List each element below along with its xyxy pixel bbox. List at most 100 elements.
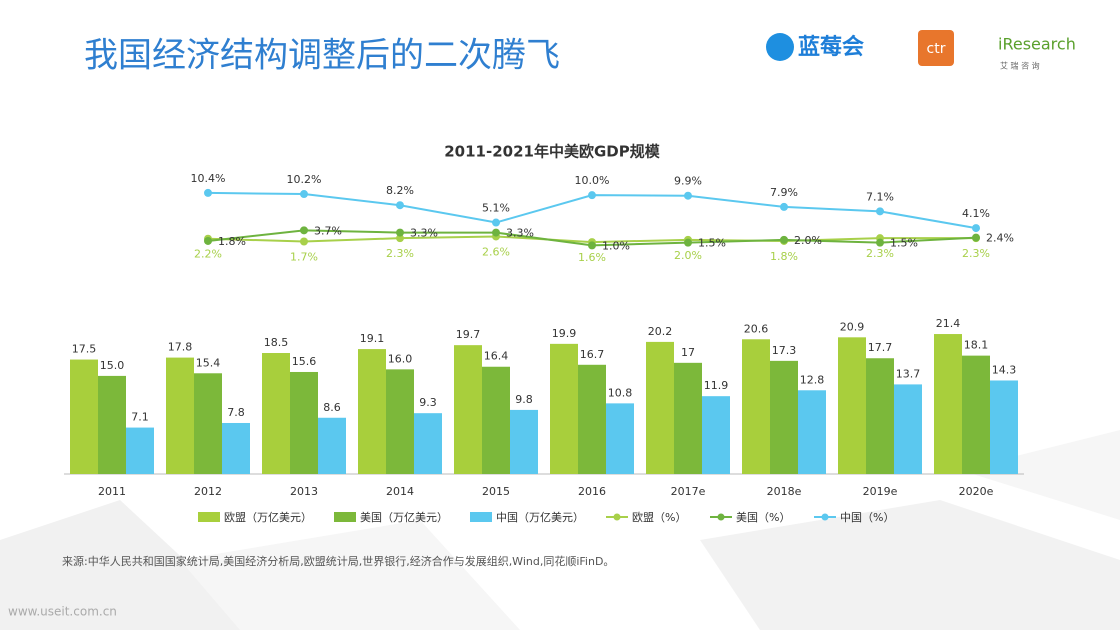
bar [770, 360, 798, 474]
bar-value-label: 18.1 [964, 339, 989, 352]
logo-icon [918, 30, 954, 66]
line-value-label: 10.2% [287, 173, 322, 186]
line-value-label: 9.9% [674, 175, 702, 188]
line-point [204, 188, 212, 197]
bar-value-label: 10.8 [608, 386, 633, 399]
line-value-label: 1.8% [770, 250, 798, 263]
line-value-label: 2.0% [674, 249, 702, 262]
bar [222, 422, 250, 474]
line-value-label: 4.1% [962, 207, 990, 220]
x-tick-label: 2019e [863, 485, 898, 498]
bar-value-label: 16.0 [388, 352, 413, 365]
bar-value-label: 16.7 [580, 348, 605, 361]
bar-value-label: 18.5 [264, 336, 289, 349]
bar [98, 375, 126, 474]
line-point [972, 224, 980, 233]
x-tick-label: 2018e [767, 485, 802, 498]
bar-value-label: 17 [681, 346, 695, 359]
legend-label: 欧盟（万亿美元） [224, 511, 312, 524]
bar-value-label: 17.3 [772, 344, 797, 357]
line-point [684, 191, 692, 200]
line-value-label: 1.0% [602, 239, 630, 252]
line-point [780, 235, 788, 244]
bar [386, 369, 414, 474]
source-note: 来源:中华人民共和国国家统计局,美国经济分析局,欧盟统计局,世界银行,经济合作与… [62, 554, 614, 568]
line-value-label: 1.5% [698, 237, 726, 250]
line-point [876, 238, 884, 247]
bar [318, 417, 346, 474]
x-tick-label: 2012 [194, 485, 222, 498]
line-value-label: 10.0% [575, 174, 610, 187]
bar-value-label: 7.1 [131, 411, 149, 424]
x-tick-label: 2014 [386, 485, 414, 498]
bar [702, 396, 730, 474]
line-point [780, 202, 788, 211]
bar [70, 359, 98, 474]
line-value-label: 2.2% [194, 248, 222, 261]
line-point [684, 238, 692, 247]
logo-text: 蓝莓会 [798, 34, 864, 60]
bar-value-label: 8.6 [323, 401, 341, 414]
bar-value-label: 17.8 [168, 341, 193, 354]
bar-value-label: 17.7 [868, 341, 893, 354]
watermark: www.useit.com.cn [8, 605, 117, 619]
bar-value-label: 13.7 [896, 367, 921, 380]
line-value-label: 7.1% [866, 190, 894, 203]
bar-value-label: 12.8 [800, 373, 825, 386]
legend-label: 美国（万亿美元） [360, 511, 448, 524]
legend-label: 美国（%） [736, 511, 790, 524]
bar-value-label: 17.5 [72, 343, 97, 356]
legend-swatch [470, 512, 492, 522]
line-point [492, 218, 500, 227]
bar [934, 334, 962, 474]
slide-title: 我国经济结构调整后的二次腾飞 [84, 36, 560, 76]
x-tick-label: 2020e [959, 485, 994, 498]
line-value-label: 1.8% [218, 235, 246, 248]
bar [454, 345, 482, 474]
line-value-label: 2.0% [794, 234, 822, 247]
bar-value-label: 15.0 [100, 359, 125, 372]
line-value-label: 3.3% [410, 227, 438, 240]
bar [606, 403, 634, 474]
bar-value-label: 15.6 [292, 355, 317, 368]
bar [674, 362, 702, 474]
bar-value-label: 7.8 [227, 406, 245, 419]
bar [742, 339, 770, 474]
bar [358, 349, 386, 474]
bar-value-label: 19.9 [552, 327, 577, 340]
line-value-label: 2.3% [962, 247, 990, 260]
legend-swatch [821, 513, 829, 521]
bar-value-label: 16.4 [484, 350, 509, 363]
bar-value-label: 20.2 [648, 325, 673, 338]
x-tick-label: 2015 [482, 485, 510, 498]
line-point [396, 234, 404, 243]
bar [798, 390, 826, 474]
legend-swatch [613, 513, 621, 521]
logo-text: ctr [927, 41, 946, 57]
x-tick-label: 2011 [98, 485, 126, 498]
x-tick-label: 2017e [671, 485, 706, 498]
line-point [396, 201, 404, 210]
line-value-label: 1.7% [290, 251, 318, 264]
logo-icon [766, 33, 794, 61]
bar-value-label: 21.4 [936, 317, 961, 330]
line-value-label: 1.6% [578, 251, 606, 264]
x-tick-label: 2013 [290, 485, 318, 498]
line-value-label: 7.9% [770, 186, 798, 199]
bar-value-label: 19.7 [456, 328, 481, 341]
line-value-label: 1.5% [890, 237, 918, 250]
line-point [876, 207, 884, 216]
bar-value-label: 20.6 [744, 322, 769, 335]
bg-shape [960, 430, 1120, 520]
line-point [300, 190, 308, 199]
bar [166, 357, 194, 474]
bar [962, 355, 990, 474]
bar [990, 380, 1018, 474]
bar-value-label: 9.8 [515, 393, 533, 406]
bar-value-label: 14.3 [992, 363, 1017, 376]
bar-value-label: 9.3 [419, 396, 437, 409]
line-point [300, 237, 308, 246]
bar [578, 364, 606, 474]
